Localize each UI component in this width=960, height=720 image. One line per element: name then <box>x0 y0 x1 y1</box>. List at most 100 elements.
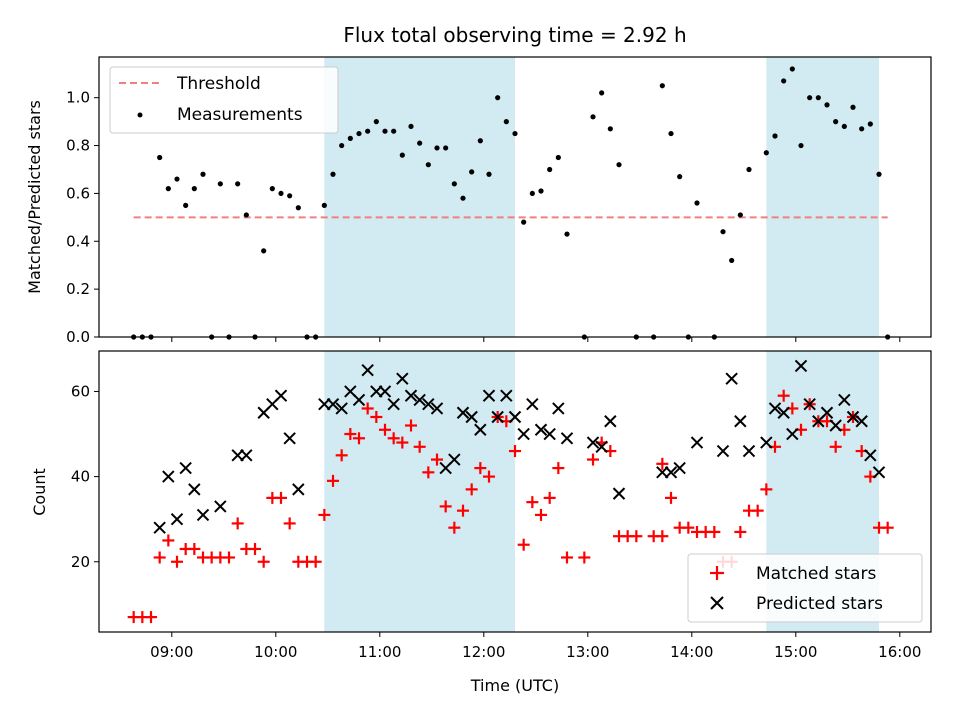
predicted-star-marker <box>240 449 253 462</box>
measurement-point <box>339 142 345 149</box>
predicted-star-marker <box>188 483 201 496</box>
measurement-point <box>382 128 388 134</box>
legend-threshold-label: Threshold <box>176 74 261 94</box>
matched-star-marker <box>439 500 452 513</box>
predicted-star-marker <box>760 436 773 449</box>
measurement-point <box>729 257 735 264</box>
measurement-point <box>443 145 449 151</box>
measurement-point <box>330 171 336 177</box>
matched-star-marker <box>379 423 391 436</box>
bottom-axes-frame <box>98 350 932 633</box>
matched-star-marker <box>153 551 166 564</box>
x-tick-label: 09:00 <box>150 643 193 661</box>
measurement-points <box>131 66 891 340</box>
predicted-star-marker <box>820 406 834 419</box>
predicted-star-marker <box>742 444 756 458</box>
matched-star-marker <box>665 491 677 504</box>
measurement-point <box>200 171 206 177</box>
matched-star-marker <box>509 445 521 458</box>
predicted-star-marker <box>361 363 374 377</box>
measurement-point <box>876 171 882 177</box>
measurement-point <box>763 150 769 156</box>
measurement-point <box>789 66 795 72</box>
measurement-point <box>616 162 622 168</box>
measurement-point <box>217 181 223 187</box>
measurement-point <box>295 205 301 211</box>
matched-star-marker <box>283 517 296 530</box>
matched-star-marker <box>483 470 495 483</box>
predicted-star-marker <box>690 436 704 449</box>
matched-star-marker <box>465 483 478 496</box>
matched-star-marker <box>552 462 565 475</box>
measurement-point <box>191 186 197 192</box>
matched-star-marker <box>829 440 842 453</box>
predicted-star-marker <box>387 398 400 411</box>
matched-star-marker <box>526 496 539 509</box>
predicted-star-marker <box>595 440 608 454</box>
measurement-point <box>174 176 180 182</box>
matched-star-marker <box>344 428 357 441</box>
matched-star-marker <box>361 402 374 415</box>
predicted-star-marker <box>543 427 556 441</box>
predicted-star-marker <box>352 393 366 407</box>
predicted-star-marker <box>491 410 504 424</box>
predicted-star-marker <box>864 449 877 462</box>
matched-star-marker <box>223 551 235 564</box>
measurement-point <box>737 212 743 218</box>
matched-star-marker <box>656 457 669 470</box>
matched-star-marker <box>734 525 747 538</box>
x-tick-label: 10:00 <box>254 643 297 661</box>
predicted-star-marker <box>604 415 617 428</box>
measurement-point <box>772 133 778 139</box>
measurement-point <box>512 130 518 137</box>
matched-star-marker <box>422 466 435 479</box>
top-y-tick-label: 0.6 <box>66 184 90 202</box>
x-tick-label: 13:00 <box>566 643 609 661</box>
bottom-y-tick-label: 20 <box>71 553 90 571</box>
shaded-region-top-0 <box>324 57 515 337</box>
matched-star-marker <box>257 555 270 568</box>
matched-star-marker <box>457 504 469 517</box>
measurement-point <box>694 200 700 206</box>
top-y-tick-label: 0.8 <box>66 137 90 155</box>
matched-star-points <box>127 389 894 624</box>
measurement-point <box>399 152 405 158</box>
top-y-tick-label: 0.4 <box>66 232 90 250</box>
measurement-point <box>434 145 440 151</box>
measurement-point <box>746 166 752 173</box>
matched-star-marker <box>535 508 547 521</box>
bottom-y-ticks: 20 40 60 <box>71 382 99 571</box>
x-tick-label: 14:00 <box>670 643 713 661</box>
matched-star-marker <box>327 474 339 487</box>
measurement-point <box>850 104 856 110</box>
x-tick-label: 11:00 <box>358 643 401 661</box>
top-legend: Threshold Measurements <box>109 66 339 134</box>
matched-star-marker <box>682 521 695 534</box>
legend-predicted-label: Predicted stars <box>756 594 883 614</box>
predicted-star-marker <box>872 466 886 479</box>
matched-star-marker <box>370 410 383 423</box>
bottom-y-axis-label: Count <box>30 468 49 516</box>
predicted-star-marker <box>196 508 210 522</box>
measurement-point <box>841 123 847 130</box>
top-shaded-regions <box>324 57 879 337</box>
predicted-star-marker <box>162 470 175 483</box>
predicted-star-marker <box>335 402 348 415</box>
top-axes-frame <box>98 56 932 338</box>
bottom-y-tick-label: 60 <box>71 382 90 400</box>
predicted-star-marker <box>829 419 842 432</box>
predicted-star-marker <box>170 512 184 526</box>
measurement-point <box>503 119 509 125</box>
top-y-axis-label: Matched/Predicted stars <box>25 100 44 294</box>
matched-star-marker <box>474 462 487 475</box>
matched-star-marker <box>318 508 331 521</box>
measurement-point <box>781 78 787 84</box>
matched-star-marker <box>587 453 599 466</box>
predicted-star-marker <box>552 402 565 415</box>
measurement-point <box>477 138 483 144</box>
predicted-star-marker <box>474 423 487 436</box>
bottom-y-tick-label: 40 <box>71 468 90 486</box>
legend-predicted-swatch <box>710 596 724 610</box>
measurement-point <box>243 212 249 218</box>
predicted-star-marker <box>500 389 513 402</box>
